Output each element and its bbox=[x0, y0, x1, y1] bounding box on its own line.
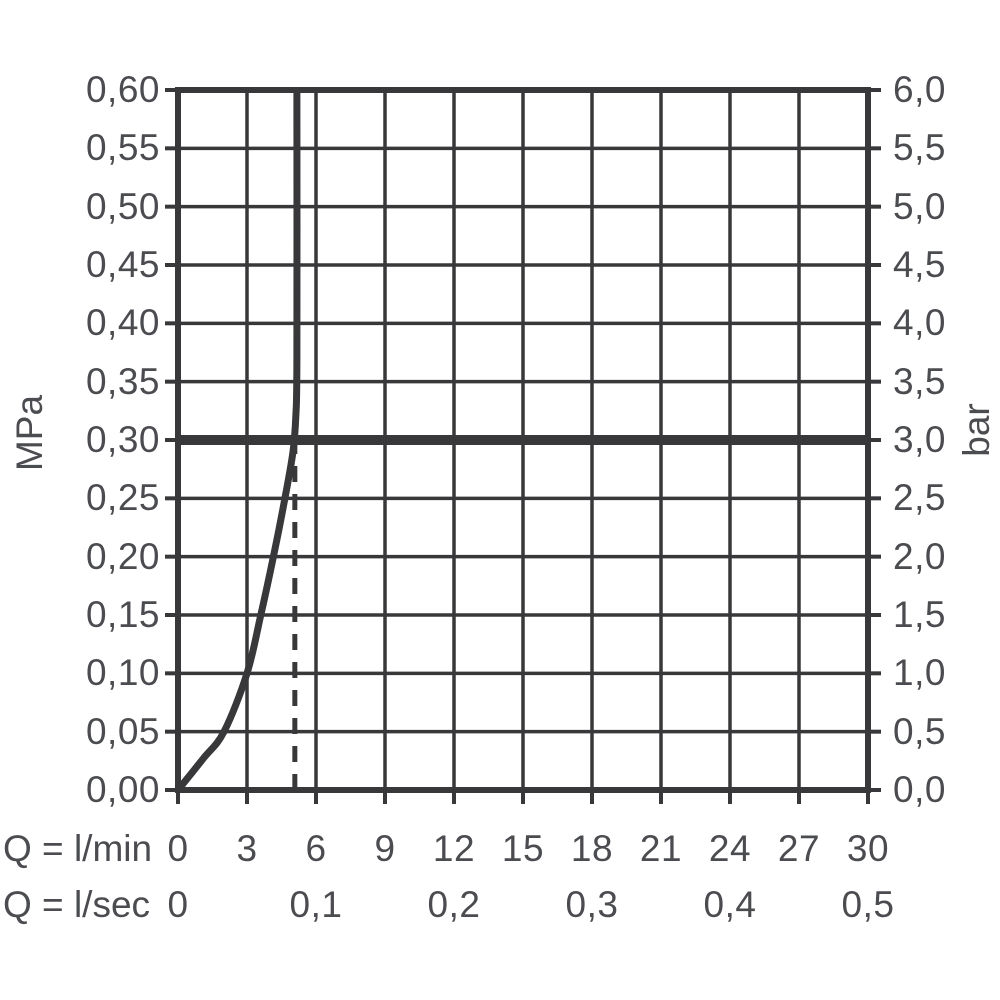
x-lsec-tick-label: 0,1 bbox=[289, 884, 343, 925]
x-lsec-tick-label: 0,4 bbox=[703, 884, 757, 925]
x-lmin-tick-label: 9 bbox=[374, 828, 396, 869]
y-right-tick-label: 4,5 bbox=[893, 244, 946, 285]
y-axis-right-unit-label: bar bbox=[956, 403, 997, 457]
x-lmin-tick-label: 15 bbox=[501, 828, 545, 869]
y-right-tick-label: 0,0 bbox=[893, 769, 946, 810]
y-right-tick-label: 1,0 bbox=[893, 652, 946, 694]
y-right-tick-label: 3,5 bbox=[893, 360, 946, 402]
y-left-tick-label: 0,25 bbox=[85, 477, 160, 519]
y-right-tick-label: 0,5 bbox=[893, 710, 946, 752]
x-lsec-tick-label: 0,2 bbox=[427, 884, 481, 925]
y-left-tick-label: 0,00 bbox=[85, 769, 160, 810]
y-right-tick-label: 4,0 bbox=[893, 302, 946, 344]
y-right-tick-label: 3,0 bbox=[893, 419, 946, 460]
y-left-tick-label: 0,60 bbox=[85, 69, 160, 110]
x-axis-lsec-unit-label: Q = l/sec bbox=[3, 884, 151, 925]
y-right-tick-label: 2,5 bbox=[893, 477, 946, 519]
y-left-tick-label: 0,20 bbox=[85, 535, 160, 577]
x-lsec-tick-label: 0 bbox=[167, 884, 189, 925]
y-left-tick-label: 0,55 bbox=[85, 127, 160, 169]
x-lmin-tick-label: 18 bbox=[570, 828, 614, 869]
x-lmin-tick-label: 24 bbox=[708, 828, 752, 869]
y-right-tick-label: 1,5 bbox=[893, 594, 946, 635]
y-left-tick-label: 0,40 bbox=[85, 302, 160, 344]
y-left-tick-label: 0,10 bbox=[85, 652, 160, 694]
y-left-tick-label: 0,15 bbox=[85, 594, 160, 635]
y-left-tick-label: 0,30 bbox=[85, 419, 160, 460]
y-left-tick-label: 0,45 bbox=[85, 244, 160, 285]
y-left-tick-label: 0,35 bbox=[85, 360, 160, 402]
x-lmin-tick-label: 0 bbox=[167, 828, 189, 869]
x-axis-lmin-unit-label: Q = l/min bbox=[3, 828, 153, 869]
x-lmin-tick-label: 30 bbox=[846, 828, 890, 869]
x-lsec-tick-label: 0,3 bbox=[565, 884, 619, 925]
flow-pressure-curve bbox=[175, 89, 301, 793]
y-right-tick-label: 5,5 bbox=[893, 127, 946, 169]
x-lmin-tick-label: 3 bbox=[236, 828, 258, 869]
x-lmin-tick-label: 21 bbox=[639, 828, 683, 869]
x-lmin-tick-label: 27 bbox=[777, 828, 821, 869]
y-left-tick-label: 0,05 bbox=[85, 710, 160, 752]
x-lmin-tick-label: 12 bbox=[432, 828, 476, 869]
y-right-tick-label: 6,0 bbox=[893, 69, 946, 110]
x-lsec-tick-label: 0,5 bbox=[841, 884, 895, 925]
y-left-tick-label: 0,50 bbox=[85, 185, 160, 227]
y-right-tick-label: 2,0 bbox=[893, 535, 946, 577]
y-right-tick-label: 5,0 bbox=[893, 185, 946, 227]
x-lmin-tick-label: 6 bbox=[305, 828, 327, 869]
